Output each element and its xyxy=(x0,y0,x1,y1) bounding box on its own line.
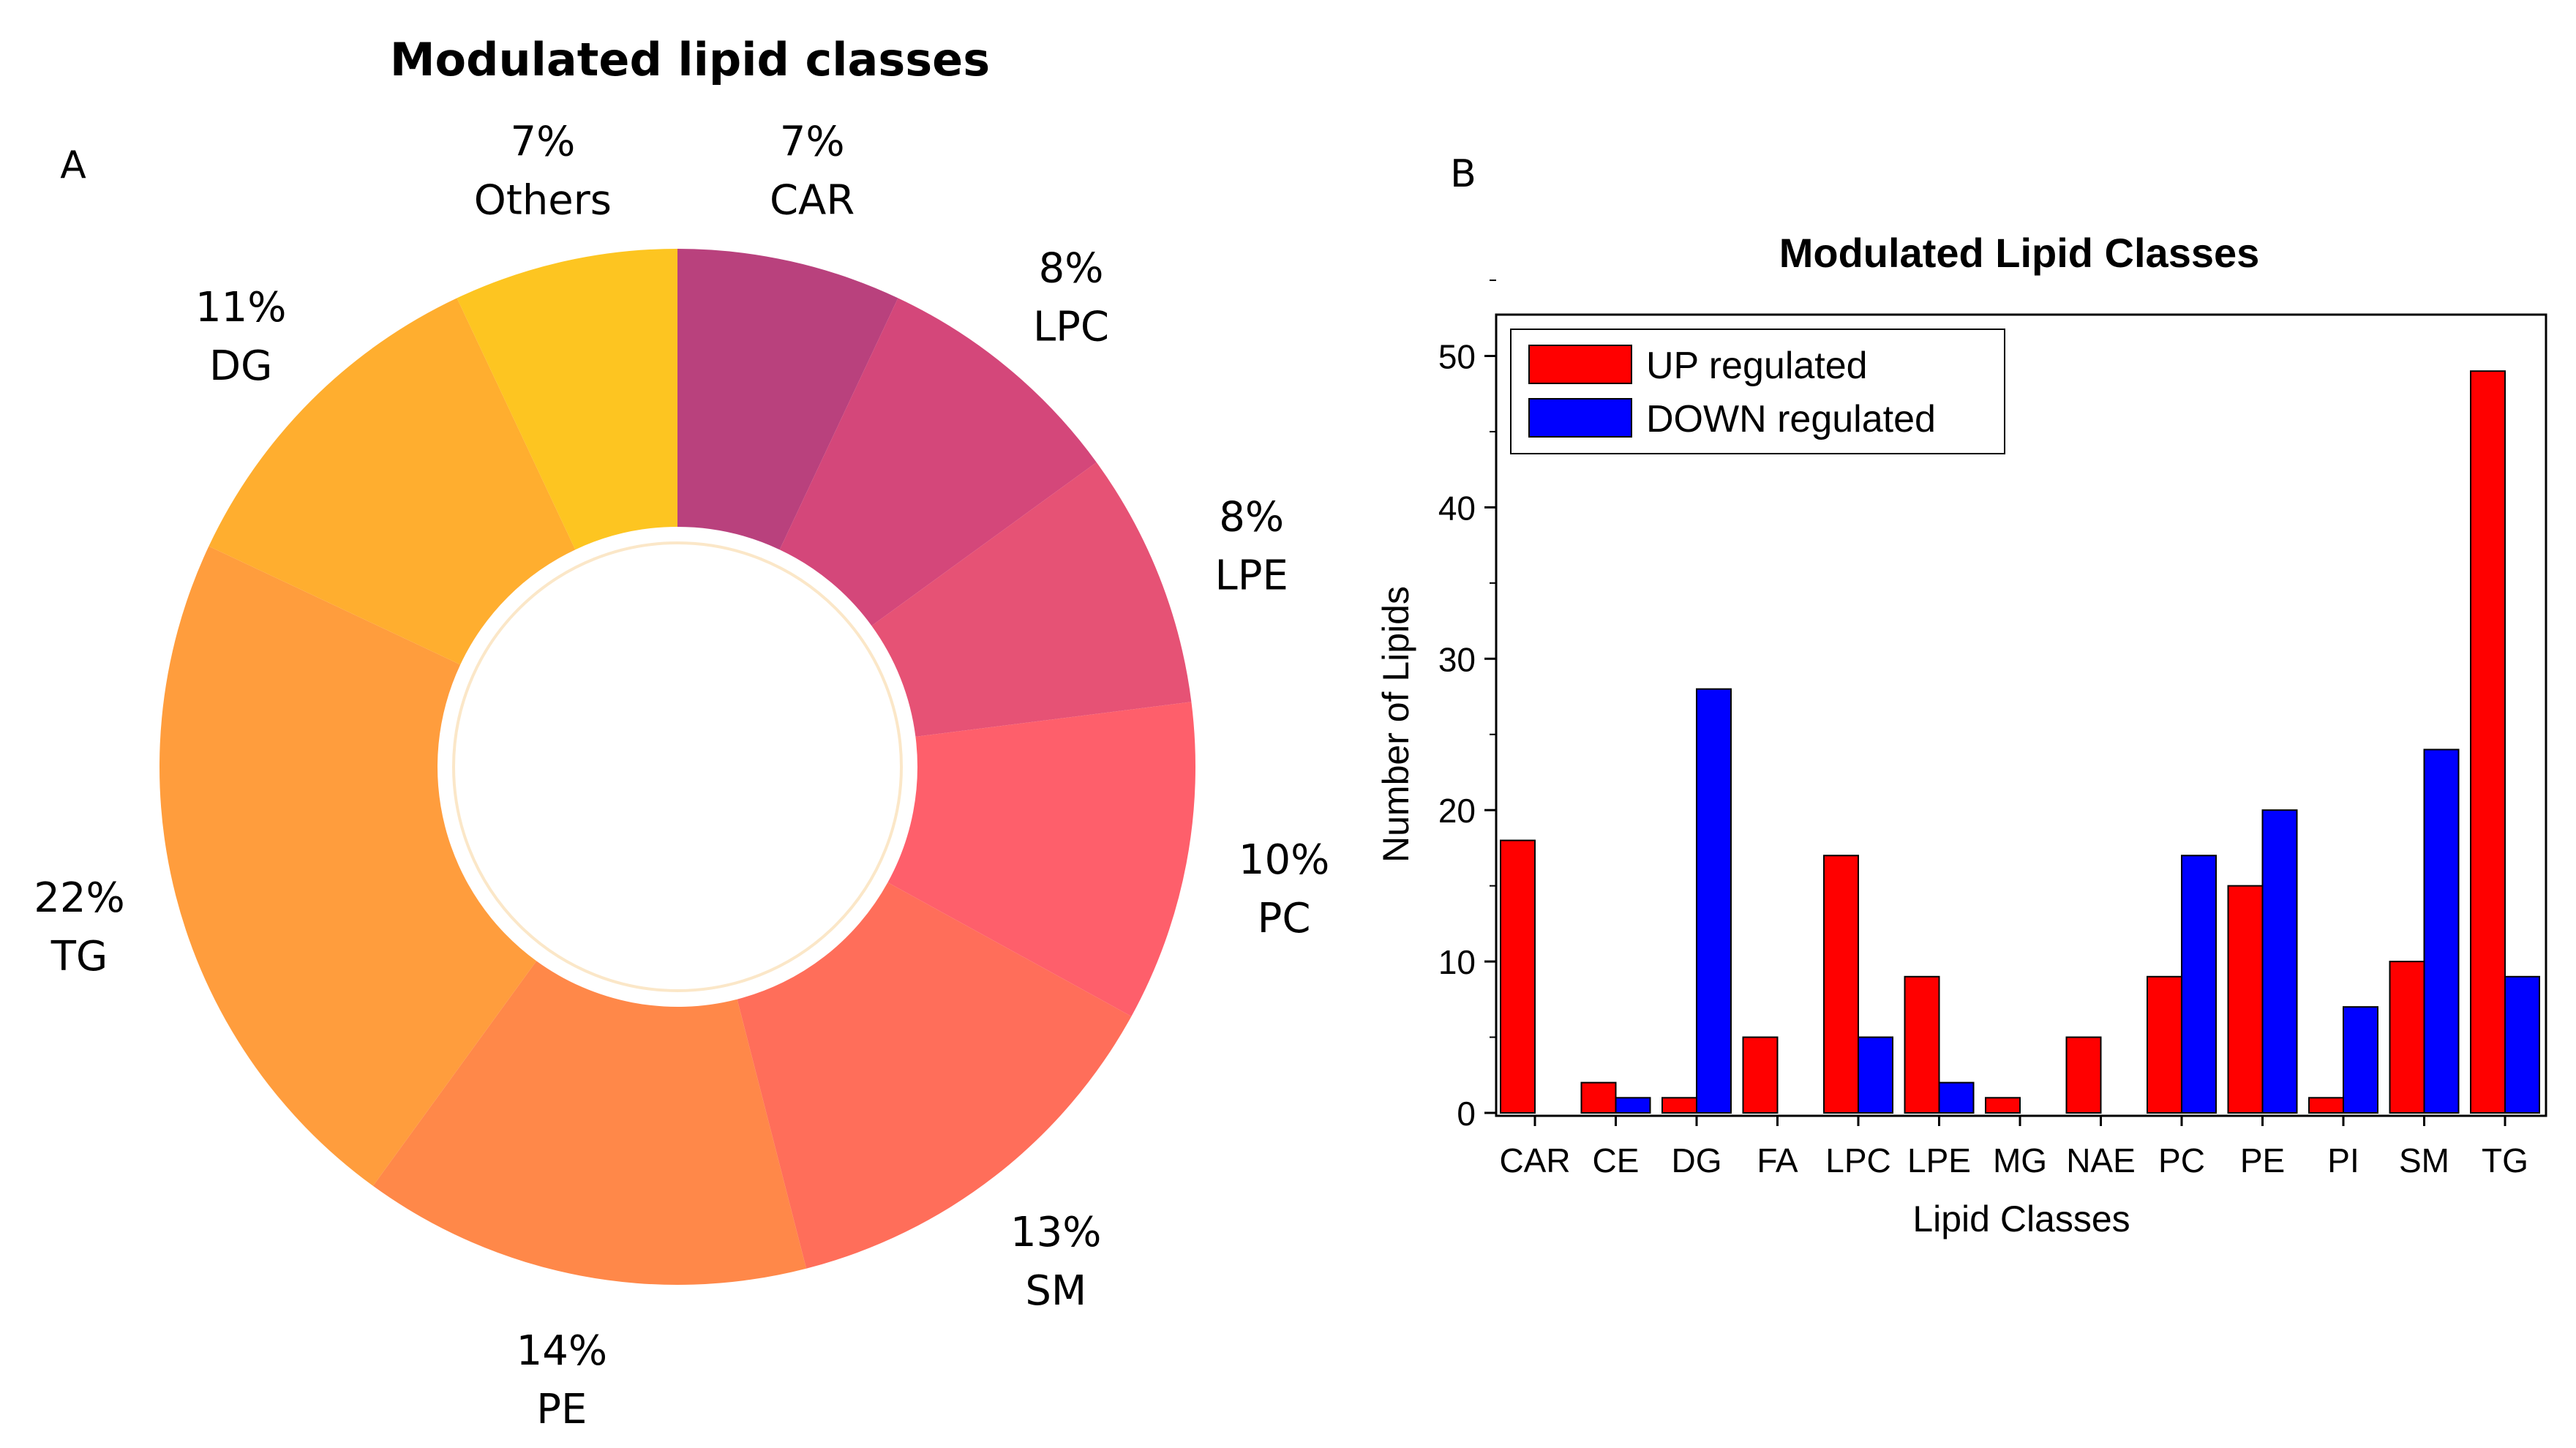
donut-slice-pc xyxy=(887,702,1196,1017)
donut-value-label: 7% xyxy=(780,118,845,165)
donut-category-label: TG xyxy=(50,933,108,980)
bar-down-ce xyxy=(1615,1097,1651,1114)
panel-b-label: B xyxy=(1450,152,1476,196)
donut-value-label: 14% xyxy=(517,1327,607,1375)
x-tick-label: CE xyxy=(1593,1141,1640,1179)
x-tick-label: FA xyxy=(1757,1141,1798,1179)
x-axis-ticks: CAR CE DG FA LPC LPE MG NAE PC PE PI SM TG xyxy=(1499,1116,2528,1179)
bar-up-pi xyxy=(2308,1097,2344,1114)
donut-value-label: 11% xyxy=(195,284,286,331)
bar-up-lpc xyxy=(1823,855,1859,1114)
donut-slice-sm xyxy=(737,882,1132,1269)
donut-value-label: 22% xyxy=(34,874,124,922)
donut-value-label: 8% xyxy=(1219,493,1284,541)
bar-up-dg xyxy=(1661,1097,1697,1114)
donut-slice-dg xyxy=(209,298,576,665)
bar-up-nae xyxy=(2065,1036,2102,1114)
x-tick-label: MG xyxy=(1993,1141,2047,1179)
donut-title: Modulated lipid classes xyxy=(390,33,990,86)
y-axis-label: Number of Lipids xyxy=(1375,586,1416,863)
bar-up-ce xyxy=(1580,1081,1617,1114)
legend-label-down: DOWN regulated xyxy=(1646,398,1936,440)
x-tick-label: PC xyxy=(2158,1141,2205,1179)
donut-value-label: 7% xyxy=(510,118,575,165)
bar-down-lpc xyxy=(1858,1036,1893,1114)
donut-slice-lpc xyxy=(779,298,1097,626)
donut-category-label: PC xyxy=(1258,895,1311,942)
legend: UP regulated DOWN regulated xyxy=(1510,329,2005,454)
y-tick-label: 40 xyxy=(1438,489,1476,527)
donut-slice-tg xyxy=(159,546,537,1186)
panel-b-bar-chart: B Modulated Lipid Classes 0 10 20 30 40 50 CA… xyxy=(1375,152,2547,1239)
bar-up-sm xyxy=(2389,961,2425,1114)
y-tick-label: 20 xyxy=(1438,792,1476,830)
bar-up-pe xyxy=(2227,885,2264,1114)
bar-chart-title: Modulated Lipid Classes xyxy=(1779,230,2260,276)
y-axis-ticks: 0 10 20 30 40 50 xyxy=(1438,280,1496,1133)
legend-label-up: UP regulated xyxy=(1646,345,1868,387)
bar-up-mg xyxy=(1985,1097,2021,1114)
panel-a-donut-chart: A Modulated lipid classes 7% CAR 8% LPC 8% LP… xyxy=(34,33,1329,1433)
y-tick-label: 30 xyxy=(1438,640,1476,678)
bar-up-fa xyxy=(1742,1036,1779,1114)
y-tick-label: 0 xyxy=(1457,1095,1476,1133)
x-tick-label: PE xyxy=(2240,1141,2285,1179)
legend-swatch-down xyxy=(1528,398,1632,438)
legend-swatch-up xyxy=(1528,345,1632,384)
donut-slice-car xyxy=(677,249,898,550)
donut-value-label: 8% xyxy=(1039,245,1104,293)
x-tick-label: PI xyxy=(2327,1141,2359,1179)
donut-category-label: LPE xyxy=(1215,552,1288,599)
donut-category-label: DG xyxy=(209,342,273,390)
bar-down-dg xyxy=(1696,688,1732,1114)
bar-up-car xyxy=(1500,839,1536,1114)
y-tick-label: 10 xyxy=(1438,943,1476,981)
donut-slice-others xyxy=(457,249,677,550)
donut-inner-ring xyxy=(452,541,903,992)
donut-category-label: CAR xyxy=(770,176,855,224)
bar-down-lpe xyxy=(1938,1081,1975,1114)
x-tick-label: SM xyxy=(2399,1141,2449,1179)
bar-down-pe xyxy=(2261,809,2298,1114)
bar-down-tg xyxy=(2504,975,2540,1114)
donut-slice-lpe xyxy=(871,462,1192,737)
x-tick-label: LPC xyxy=(1825,1141,1890,1179)
donut-category-label: SM xyxy=(1025,1267,1086,1315)
x-tick-label: DG xyxy=(1672,1141,1722,1179)
donut-slices xyxy=(159,249,1196,1285)
bar-down-pi xyxy=(2343,1006,2378,1114)
x-tick-label: LPE xyxy=(1907,1141,1971,1179)
donut-value-label: 10% xyxy=(1239,836,1329,884)
donut-category-label: Others xyxy=(474,176,612,224)
bar-down-pc xyxy=(2181,855,2217,1114)
bar-down-sm xyxy=(2423,749,2460,1114)
x-tick-label: NAE xyxy=(2066,1141,2136,1179)
donut-category-label: LPC xyxy=(1033,304,1109,351)
x-axis-label: Lipid Classes xyxy=(1912,1198,2130,1239)
donut-value-label: 13% xyxy=(1010,1209,1101,1256)
donut-category-label: PE xyxy=(536,1386,587,1433)
x-tick-label: CAR xyxy=(1499,1141,1570,1179)
y-tick-label: 50 xyxy=(1438,338,1476,376)
bar-up-tg xyxy=(2470,370,2506,1114)
bar-up-pc xyxy=(2147,975,2182,1114)
donut-labels: 7% CAR 8% LPC 8% LPE 10% PC 13% SM 14% PE 22% TG 11% DG… xyxy=(34,118,1329,1433)
bar-up-lpe xyxy=(1904,975,1940,1114)
bars xyxy=(1500,370,2540,1114)
panel-a-label: A xyxy=(60,143,86,187)
x-tick-label: TG xyxy=(2482,1141,2528,1179)
donut-slice-pe xyxy=(372,961,807,1285)
